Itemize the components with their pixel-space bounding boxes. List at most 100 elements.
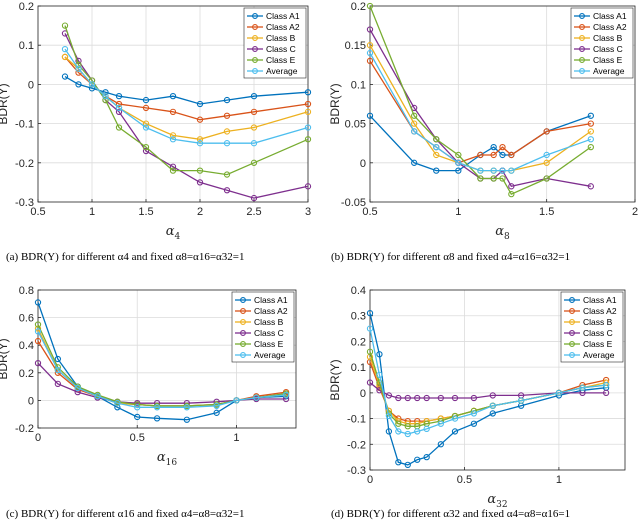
- series-line-average: [37, 331, 287, 408]
- data-point: [61, 45, 69, 53]
- data-point: [555, 389, 563, 397]
- legend-swatch-marker: [569, 297, 575, 303]
- data-point: [61, 73, 69, 80]
- data-point: [134, 404, 141, 411]
- data-point: [153, 415, 161, 422]
- legend-swatch-marker: [252, 68, 258, 74]
- data-point: [304, 89, 312, 96]
- legend-swatch-marker: [579, 57, 585, 63]
- legend-swatch-marker: [579, 24, 585, 30]
- data-point: [414, 394, 421, 402]
- series-line-average: [369, 52, 592, 172]
- y-tick-label: -0.1: [347, 414, 366, 426]
- data-point: [499, 151, 506, 159]
- x-tick-label: 2.5: [246, 206, 261, 218]
- data-point: [437, 420, 444, 427]
- data-point: [250, 108, 258, 115]
- y-tick-label: 0.1: [19, 40, 34, 52]
- legend-box: [560, 291, 624, 363]
- series-line-class-c: [64, 33, 309, 199]
- data-point: [304, 136, 312, 143]
- legend-swatch-marker: [252, 13, 258, 19]
- data-point: [508, 191, 515, 198]
- y-tick-label: 0: [360, 158, 366, 170]
- data-point: [376, 371, 383, 379]
- legend-label: Average: [593, 66, 625, 76]
- data-point: [142, 120, 150, 127]
- data-point: [250, 159, 258, 166]
- data-point: [34, 359, 42, 367]
- chart-panel-3: 0 0.5 1 -0.3 -0.2 -0.1 0 0.1 0.2 0.3 0.4 BDR(Y) α32 C…: [328, 285, 626, 510]
- data-point: [395, 428, 402, 435]
- legend-swatch-marker: [240, 330, 246, 336]
- y-axis-label: BDR(Y): [328, 83, 342, 124]
- y-tick-label: 0.2: [19, 368, 34, 380]
- data-point: [34, 321, 42, 328]
- data-point: [304, 183, 312, 190]
- data-point: [451, 415, 459, 422]
- chart-panel-0: 0.5 1 1.5 2 2.5 3 -0.3 -0.2 -0.1 0 0.1 0.2 BDR(Y) α4 C…: [0, 1, 312, 242]
- data-point: [423, 394, 430, 402]
- data-point: [395, 459, 402, 466]
- data-point: [196, 116, 204, 123]
- legend-swatch-marker: [569, 308, 575, 314]
- data-point: [169, 163, 177, 170]
- legend-label: Class A1: [254, 295, 288, 305]
- legend-swatch-marker: [569, 319, 575, 325]
- legend-swatch-marker: [569, 341, 575, 347]
- y-tick-label: 0.05: [345, 119, 366, 131]
- data-point: [102, 96, 109, 104]
- legend-swatch-marker: [579, 35, 585, 41]
- x-tick-label: 1.5: [138, 206, 153, 218]
- series-line-class-a1: [369, 312, 607, 466]
- series-line-average: [369, 328, 607, 435]
- legend-label: Class E: [593, 55, 623, 65]
- data-point: [54, 380, 61, 387]
- data-point: [499, 175, 506, 182]
- data-point: [196, 136, 204, 143]
- data-point: [508, 151, 515, 159]
- data-point: [385, 412, 393, 420]
- data-point: [385, 392, 393, 399]
- data-point: [433, 151, 440, 159]
- x-tick-label: 1: [89, 206, 95, 218]
- x-tick-label: 0: [35, 432, 41, 444]
- data-point: [102, 89, 109, 96]
- y-tick-label: -0.3: [15, 197, 34, 209]
- legend-label: Class C: [254, 328, 284, 338]
- data-point: [169, 136, 177, 143]
- data-point: [366, 42, 374, 49]
- legend-label: Class B: [266, 33, 296, 43]
- data-point: [499, 143, 506, 151]
- data-point: [404, 461, 411, 469]
- data-point: [587, 136, 594, 143]
- x-axis-label-main: α: [166, 224, 175, 239]
- data-point: [490, 175, 497, 182]
- data-point: [304, 124, 312, 131]
- data-point: [114, 400, 121, 407]
- data-point: [579, 384, 586, 391]
- data-point: [54, 366, 61, 374]
- data-point: [250, 93, 258, 100]
- data-point: [517, 397, 525, 404]
- data-point: [543, 128, 550, 135]
- data-point: [169, 93, 177, 100]
- x-tick-label: 2: [197, 206, 203, 218]
- data-point: [233, 397, 240, 404]
- data-point: [250, 124, 258, 131]
- data-point: [587, 112, 594, 119]
- data-point: [423, 425, 430, 433]
- legend-swatch-marker: [579, 13, 585, 19]
- legend-swatch-marker: [252, 35, 258, 41]
- data-point: [282, 391, 290, 399]
- data-point: [490, 151, 497, 159]
- data-point: [34, 337, 42, 345]
- data-point: [587, 183, 594, 190]
- data-point: [543, 159, 550, 166]
- data-point: [451, 394, 459, 402]
- data-point: [508, 183, 515, 190]
- data-point: [61, 53, 69, 61]
